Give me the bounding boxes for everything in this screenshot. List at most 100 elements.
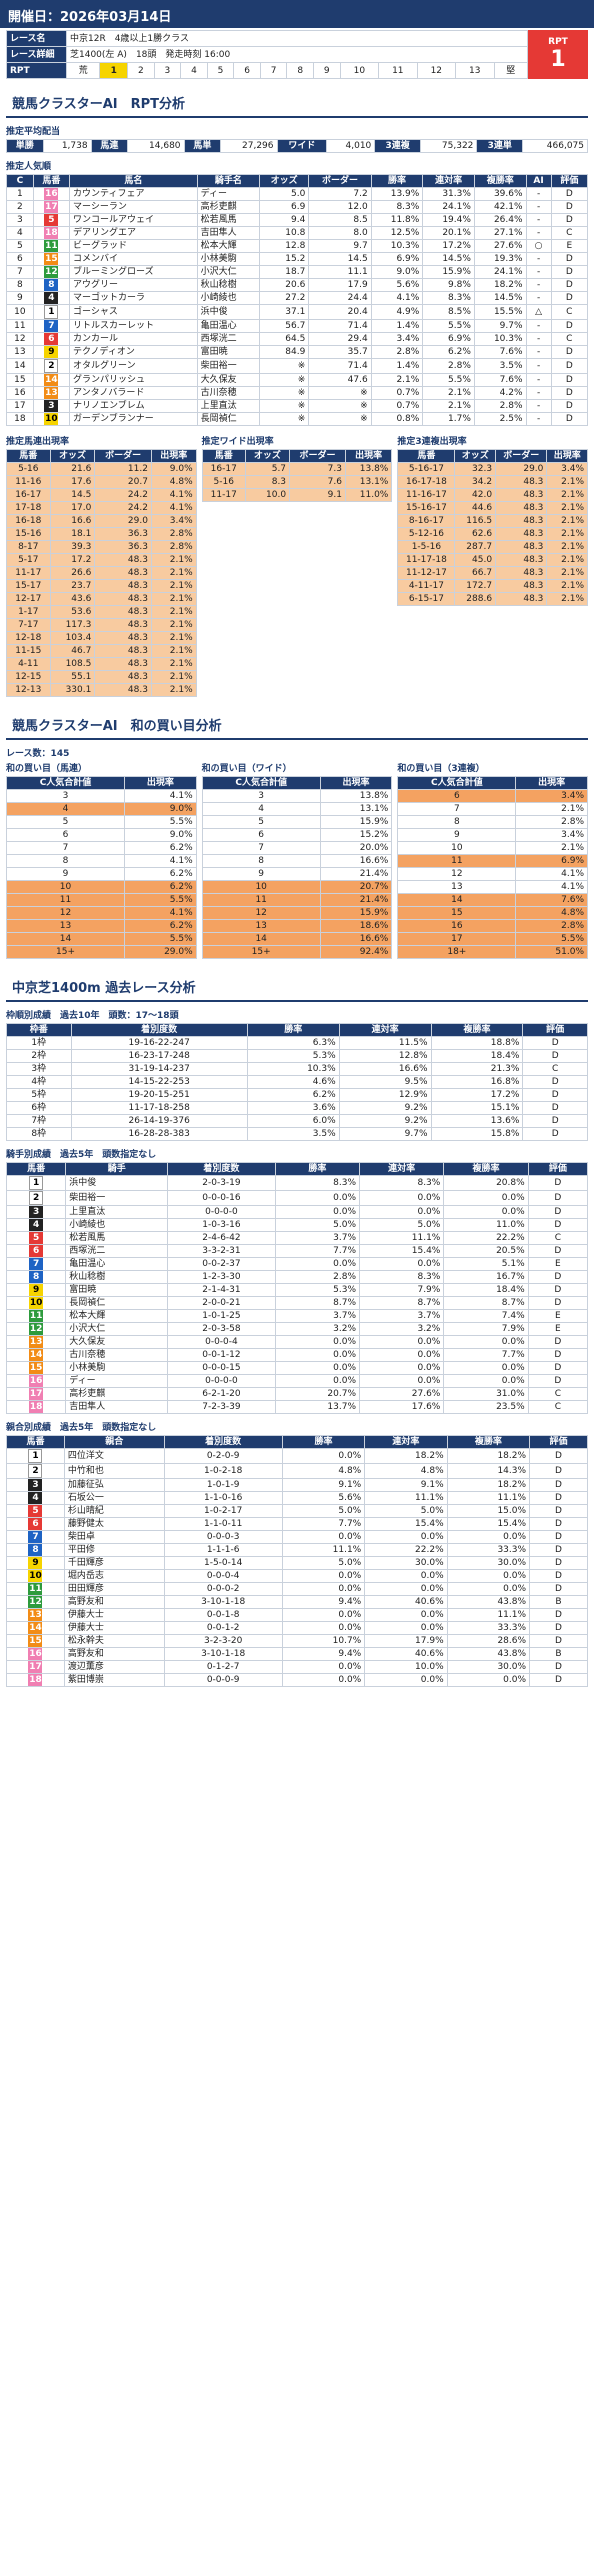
table-cell: 8.7%: [443, 1296, 529, 1310]
table-row: 16-17-18 34.2 48.3 2.1%: [397, 475, 589, 489]
race-detail-label: レース詳細: [6, 46, 67, 63]
horse-number-badge: 7: [29, 1258, 44, 1270]
table-cell: 17: [5, 1387, 67, 1401]
table-cell: 5.6%: [370, 278, 424, 292]
table-cell: 2.1%: [370, 373, 424, 387]
table-cell: 5: [6, 239, 34, 253]
table-cell: 3: [6, 213, 34, 227]
table-cell: ガーデンブランナー: [69, 412, 198, 426]
table-cell: 3.4%: [546, 462, 589, 476]
table-cell: 3: [6, 1478, 65, 1492]
table-cell: 48.3: [94, 683, 152, 697]
table-cell: 7: [32, 319, 71, 333]
table-row: 13 9 テクノディオン 富田暁 84.9 35.7 2.8% 6.2% 7.6% - D: [6, 345, 589, 359]
table-cell: 12: [6, 1595, 65, 1609]
table-cell: 0-0-0-4: [167, 1335, 276, 1349]
table-cell: 6.2%: [246, 1088, 340, 1102]
table-row: 11 21.4%: [201, 893, 393, 907]
rpt-scale-cell: 6: [233, 62, 261, 79]
horse-number-badge: 15: [44, 253, 59, 265]
column-header: 枠番: [6, 1023, 72, 1037]
table-row: 14 2 オタルグリーン 柴田裕一 ※ 71.4 1.4% 2.8% 3.5% - D: [6, 358, 589, 374]
column-header: 評価: [522, 1023, 588, 1037]
table-cell: D: [550, 412, 589, 426]
table-cell: ※: [259, 412, 310, 426]
table-cell: 2: [5, 1190, 67, 1206]
table-row: 1-17 53.6 48.3 2.1%: [6, 605, 197, 619]
table-cell: 5.0%: [274, 1218, 361, 1232]
table-row: 7 20.0%: [201, 841, 393, 855]
table-cell: 伊藤大士: [63, 1621, 165, 1635]
horse-number-badge: 4: [28, 1492, 43, 1504]
table-cell: 13.7%: [274, 1400, 361, 1414]
table-cell: 富田暁: [65, 1283, 169, 1297]
table-cell: 10: [6, 880, 125, 894]
table-cell: 2.1%: [546, 488, 589, 502]
table-cell: 84.9: [259, 345, 310, 359]
horse-number-badge: 1: [44, 305, 59, 319]
table-cell: 4枠: [6, 1075, 72, 1089]
table-cell: 10: [32, 412, 71, 426]
table-cell: 0.0%: [364, 1608, 448, 1622]
table-cell: 18.6%: [319, 919, 393, 933]
table-cell: 31-19-14-237: [70, 1062, 248, 1076]
table-cell: 小崎綾也: [65, 1218, 169, 1232]
table-cell: 0.7%: [370, 399, 424, 413]
payout-value: 4,010: [326, 139, 376, 153]
table-cell: 16-17: [201, 462, 246, 476]
rpt-scale-cell: 3: [153, 62, 182, 79]
table-cell: B: [529, 1647, 588, 1661]
horse-number-badge: 14: [44, 374, 59, 386]
table-cell: 9.7%: [473, 319, 527, 333]
table-cell: 11-15: [6, 644, 51, 658]
table-cell: △: [525, 304, 552, 320]
table-row: 12 小沢大仁 2-0-3-58 3.2% 3.2% 7.9% E: [5, 1322, 589, 1336]
table-row: 12 4.1%: [6, 906, 197, 920]
table-cell: 11: [32, 239, 71, 253]
table-row: 8枠 16-28-28-383 3.5% 9.7% 15.8% D: [6, 1127, 588, 1141]
column-header: オッズ: [259, 174, 310, 188]
race-info: レース名 中京12R 4歳以上1勝クラス レース詳細 芝1400(左 A) 18頭 …: [6, 30, 588, 79]
table-cell: ワンコールアウェイ: [69, 213, 198, 227]
table-cell: -: [525, 319, 552, 333]
table-cell: 17.9%: [364, 1634, 448, 1648]
table-cell: 0-0-0-2: [163, 1582, 283, 1596]
table-cell: D: [529, 1634, 588, 1648]
table-cell: 6: [32, 332, 71, 346]
table-cell: 6.9%: [422, 332, 475, 346]
table-cell: 13: [201, 919, 321, 933]
table-cell: 2.8%: [150, 540, 197, 554]
table-cell: 田田輝彦: [63, 1582, 165, 1596]
table-cell: 1.4%: [370, 358, 424, 374]
table-cell: -: [525, 213, 552, 227]
horse-number-badge: 17: [44, 201, 59, 213]
table-row: 10 堀内岳志 0-0-0-4 0.0% 0.0% 0.0% D: [6, 1569, 588, 1583]
table-row: 6 藤野健太 1-1-0-11 7.7% 15.4% 15.4% D: [6, 1517, 588, 1531]
table-cell: 21.4%: [319, 867, 393, 881]
table-row: 14 伊藤大士 0-0-1-2 0.0% 0.0% 33.3% D: [6, 1621, 588, 1635]
table-cell: 8: [6, 854, 125, 868]
table-cell: 15.9%: [319, 906, 393, 920]
payout-value: 75,322: [420, 139, 478, 153]
table-cell: 4-11-17: [397, 579, 456, 593]
table-row: 13 6.2%: [6, 919, 197, 933]
table-cell: D: [529, 1543, 588, 1557]
table-cell: 48.3: [495, 514, 548, 528]
table-cell: 11.0%: [344, 488, 393, 502]
table-cell: 9.5%: [338, 1075, 432, 1089]
table-cell: 18+: [397, 945, 517, 959]
table-row: 7-17 117.3 48.3 2.1%: [6, 618, 197, 632]
section-wa-title: 競馬クラスターAI 和の買い目分析: [6, 711, 588, 740]
table-cell: ナリノエンブレム: [69, 399, 198, 413]
table-row: 3枠 31-19-14-237 10.3% 16.6% 21.3% C: [6, 1062, 588, 1076]
table-cell: D: [522, 1088, 588, 1102]
table-cell: 4-11: [6, 657, 51, 671]
horse-number-badge: 12: [44, 266, 59, 278]
table-cell: 26.4%: [473, 213, 527, 227]
table-cell: 8-17: [6, 540, 51, 554]
table-cell: 11-17: [201, 488, 246, 502]
table-cell: -: [525, 252, 552, 266]
table-cell: 1-1-1-6: [163, 1543, 283, 1557]
horse-number-badge: 8: [29, 1271, 44, 1283]
column-header: 出現率: [344, 449, 393, 463]
